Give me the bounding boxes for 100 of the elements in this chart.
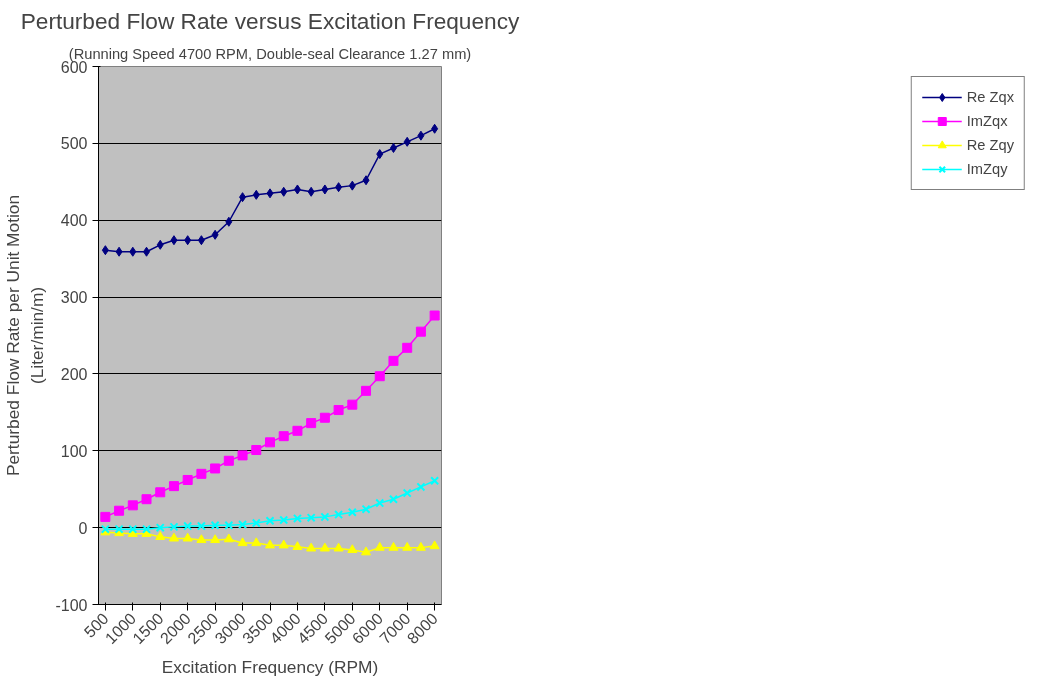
point xyxy=(183,521,193,531)
point xyxy=(429,310,440,321)
point xyxy=(141,494,152,505)
point xyxy=(114,505,125,516)
point xyxy=(156,239,164,250)
point xyxy=(347,399,358,410)
x-axis-title: Excitation Frequency (RPM) xyxy=(161,657,379,678)
point xyxy=(402,488,412,498)
y-tick-label: -100 xyxy=(55,596,88,614)
point xyxy=(362,175,370,186)
legend-label: Re Zqy xyxy=(966,137,1014,153)
legend-label: Re Zqx xyxy=(966,89,1014,105)
point xyxy=(388,355,399,366)
point xyxy=(415,541,426,551)
y-tick-label: 500 xyxy=(60,135,88,153)
y-tick-label: 400 xyxy=(60,212,88,230)
point xyxy=(320,512,330,522)
point xyxy=(402,541,413,551)
point xyxy=(280,186,288,197)
point xyxy=(334,510,344,520)
point xyxy=(292,541,303,550)
point xyxy=(223,455,234,466)
point xyxy=(128,524,138,534)
point xyxy=(266,188,274,199)
point xyxy=(402,342,413,353)
point xyxy=(429,540,440,550)
point xyxy=(211,229,219,240)
point xyxy=(361,385,372,396)
point xyxy=(335,182,343,193)
point xyxy=(319,542,330,552)
point xyxy=(143,246,151,257)
point xyxy=(376,149,384,160)
point xyxy=(210,534,221,544)
point xyxy=(238,520,248,530)
point xyxy=(417,130,425,141)
point xyxy=(293,184,301,195)
point xyxy=(155,531,166,540)
y-axis-title: Perturbed Flow Rate per Unit Motion (Liter/min/m) xyxy=(3,194,48,477)
point xyxy=(389,142,397,153)
y-tick-label: 200 xyxy=(60,365,88,383)
point xyxy=(100,511,111,522)
point xyxy=(431,123,439,134)
point xyxy=(374,371,385,382)
chart-title: Perturbed Flow Rate versus Excitation Frequency xyxy=(20,7,520,34)
point xyxy=(278,431,289,442)
point xyxy=(196,534,207,544)
point xyxy=(307,186,315,197)
point xyxy=(361,546,372,556)
point xyxy=(278,539,289,549)
point xyxy=(403,136,411,147)
point xyxy=(416,482,426,492)
point xyxy=(361,504,371,514)
point xyxy=(168,532,179,542)
point xyxy=(388,494,399,504)
point xyxy=(239,192,247,203)
point xyxy=(415,326,426,337)
y-tick-label: 100 xyxy=(60,442,88,460)
point xyxy=(374,541,385,551)
point xyxy=(155,523,165,533)
point xyxy=(210,463,221,474)
point xyxy=(388,541,399,551)
point xyxy=(265,437,275,448)
point xyxy=(348,180,356,191)
point xyxy=(319,412,330,423)
point xyxy=(155,487,166,498)
point xyxy=(292,513,302,523)
point xyxy=(141,524,152,534)
point xyxy=(430,476,440,486)
point xyxy=(196,521,206,531)
point xyxy=(169,522,179,532)
point xyxy=(265,516,275,526)
legend-label: ImZqx xyxy=(966,113,1008,129)
legend-label: ImZqy xyxy=(966,161,1008,177)
point xyxy=(321,184,329,195)
y-tick-label: 0 xyxy=(78,519,88,537)
point xyxy=(237,450,248,461)
point xyxy=(182,532,193,542)
point xyxy=(225,216,233,227)
point xyxy=(210,520,220,530)
point xyxy=(168,481,179,492)
point xyxy=(223,533,234,543)
point xyxy=(127,500,138,511)
point xyxy=(265,539,275,549)
point xyxy=(182,474,193,485)
point xyxy=(375,498,385,508)
point xyxy=(306,542,317,552)
point xyxy=(292,425,303,436)
point xyxy=(251,537,262,547)
point xyxy=(306,513,316,523)
point xyxy=(347,507,357,517)
point xyxy=(252,189,260,200)
point xyxy=(184,235,192,246)
point xyxy=(251,518,261,528)
point xyxy=(237,537,248,547)
point xyxy=(101,245,109,256)
point xyxy=(115,246,123,257)
point xyxy=(333,405,344,416)
y-tick-label: 300 xyxy=(60,289,88,307)
point xyxy=(197,235,205,246)
point xyxy=(306,418,317,429)
